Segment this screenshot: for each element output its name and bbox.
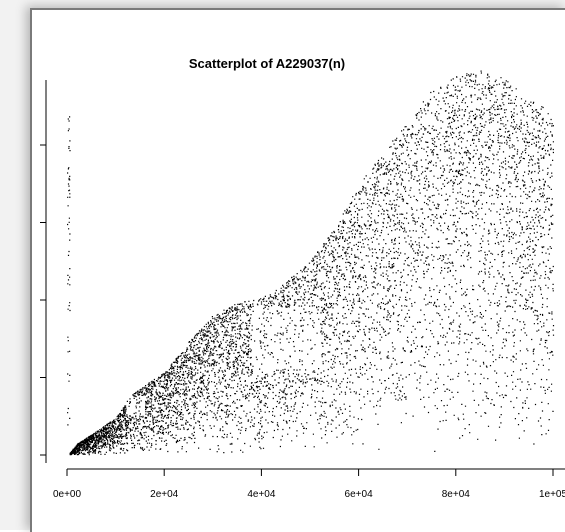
- x-tick-label-1: 2e+04: [150, 489, 179, 500]
- chart-frame: Scatterplot of A229037(n) 0e+00 2e+04 4e+0…: [30, 8, 565, 532]
- scatter-points: [67, 70, 555, 456]
- axes: 0e+00 2e+04 4e+04 6e+04 8e+04 1e+05: [40, 80, 565, 500]
- data-points: [67, 70, 555, 456]
- x-tick-label-3: 6e+04: [345, 489, 374, 500]
- x-tick-label-0: 0e+00: [53, 489, 82, 500]
- x-tick-label-4: 8e+04: [442, 489, 471, 500]
- x-tick-label-2: 4e+04: [247, 489, 276, 500]
- x-tick-label-5: 1e+05: [539, 489, 565, 500]
- chart-title: Scatterplot of A229037(n): [189, 56, 345, 71]
- scatterplot-svg: Scatterplot of A229037(n) 0e+00 2e+04 4e+0…: [40, 56, 565, 500]
